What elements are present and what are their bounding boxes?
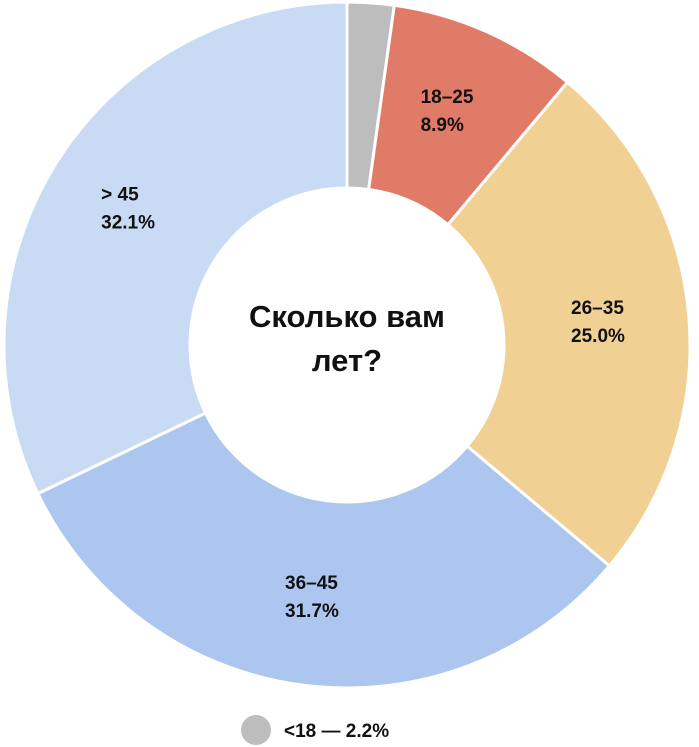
slice <box>35 411 612 690</box>
legend-swatch <box>241 715 271 745</box>
slice <box>445 80 692 569</box>
slice-value-label: 25.0% <box>571 326 625 347</box>
legend-label: <18 — 2.2% <box>284 721 389 742</box>
slice-category: 18–25 <box>421 87 474 108</box>
slice-value-label: 31.7% <box>285 601 339 622</box>
slice-category: 36–45 <box>285 573 338 594</box>
slice-category: > 45 <box>101 184 139 205</box>
slice-category: 26–35 <box>571 298 624 319</box>
slice-value-label: 32.1% <box>101 212 155 233</box>
slice-value-label: 8.9% <box>421 115 464 136</box>
chart-title: Сколько вам лет? <box>249 299 445 378</box>
slice <box>2 0 349 496</box>
